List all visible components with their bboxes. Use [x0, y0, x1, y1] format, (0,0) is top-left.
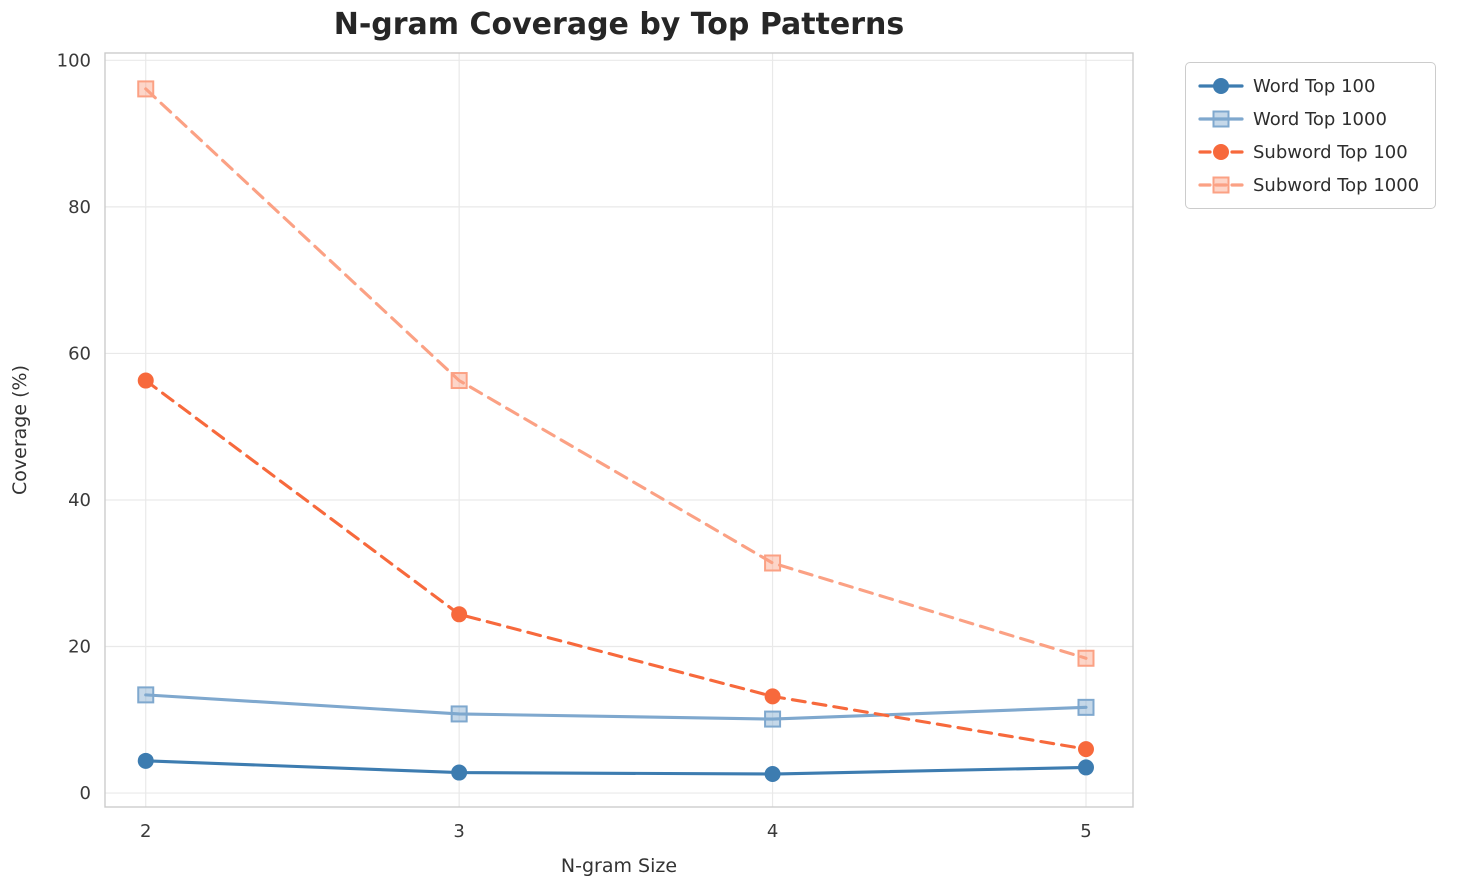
- x-axis-label: N-gram Size: [561, 855, 677, 877]
- data-point-marker: [1212, 176, 1230, 194]
- x-tick-label: 5: [1080, 821, 1091, 842]
- legend-item-word-top-1000: Word Top 1000: [1198, 106, 1419, 132]
- x-tick-label: 2: [140, 821, 151, 842]
- y-tick-label: 0: [80, 783, 91, 804]
- data-point-marker: [1077, 759, 1094, 776]
- circle-marker-sample-icon: [1198, 78, 1244, 94]
- y-tick-label: 60: [68, 343, 91, 364]
- data-point-marker: [137, 372, 154, 389]
- series-line: [144, 378, 1088, 751]
- grid-layer: [105, 53, 1133, 807]
- plot-border: [104, 52, 1134, 808]
- series-word-top-1000: [137, 686, 1095, 728]
- square-marker-sample-icon: [1198, 110, 1244, 128]
- series-word-top-100: [137, 752, 1094, 783]
- legend-item-subword-top-100: Subword Top 100: [1198, 139, 1419, 165]
- series-subword-top-1000: [137, 80, 1095, 667]
- legend-label: Word Top 1000: [1253, 108, 1387, 130]
- series-line: [144, 759, 1088, 776]
- tick-layer: 0 20 40 60 80 100 2 3 4 5: [57, 50, 1092, 842]
- y-axis-label: Coverage (%): [9, 365, 31, 495]
- data-point-marker: [137, 80, 155, 98]
- y-tick-label: 100: [57, 50, 91, 71]
- data-point-marker: [1077, 741, 1094, 758]
- data-point-marker: [1212, 110, 1230, 128]
- x-tick-label: 3: [453, 821, 464, 842]
- series-line: [144, 693, 1088, 721]
- series-subword-top-100: [137, 372, 1094, 758]
- data-point-marker: [450, 705, 468, 723]
- data-point-marker: [764, 688, 781, 705]
- square-marker-sample-icon: [1198, 176, 1244, 194]
- legend-label: Subword Top 100: [1253, 141, 1408, 163]
- x-tick-label: 4: [767, 821, 778, 842]
- data-point-marker: [1077, 649, 1095, 667]
- data-point-marker: [764, 766, 781, 783]
- series-layer: [137, 80, 1095, 783]
- data-point-marker: [137, 686, 155, 704]
- y-tick-label: 40: [68, 490, 91, 511]
- data-point-marker: [450, 372, 468, 390]
- data-point-marker: [764, 554, 782, 572]
- y-tick-label: 20: [68, 637, 91, 658]
- legend: Word Top 100 Word Top 1000 Subword Top 100…: [1185, 62, 1437, 209]
- series-line: [144, 87, 1088, 660]
- data-point-marker: [451, 764, 468, 781]
- data-point-marker: [137, 752, 154, 769]
- legend-label: Subword Top 1000: [1253, 174, 1420, 196]
- data-point-marker: [1077, 698, 1095, 716]
- data-point-marker: [451, 606, 468, 623]
- legend-item-subword-top-1000: Subword Top 1000: [1198, 172, 1419, 198]
- data-point-marker: [1213, 144, 1229, 160]
- data-point-marker: [1213, 78, 1229, 94]
- data-point-marker: [764, 710, 782, 728]
- circle-marker-sample-icon: [1198, 144, 1244, 160]
- legend-item-word-top-100: Word Top 100: [1198, 73, 1419, 99]
- y-tick-label: 80: [68, 197, 91, 218]
- legend-label: Word Top 100: [1253, 75, 1376, 97]
- chart-title: N-gram Coverage by Top Patterns: [334, 7, 905, 42]
